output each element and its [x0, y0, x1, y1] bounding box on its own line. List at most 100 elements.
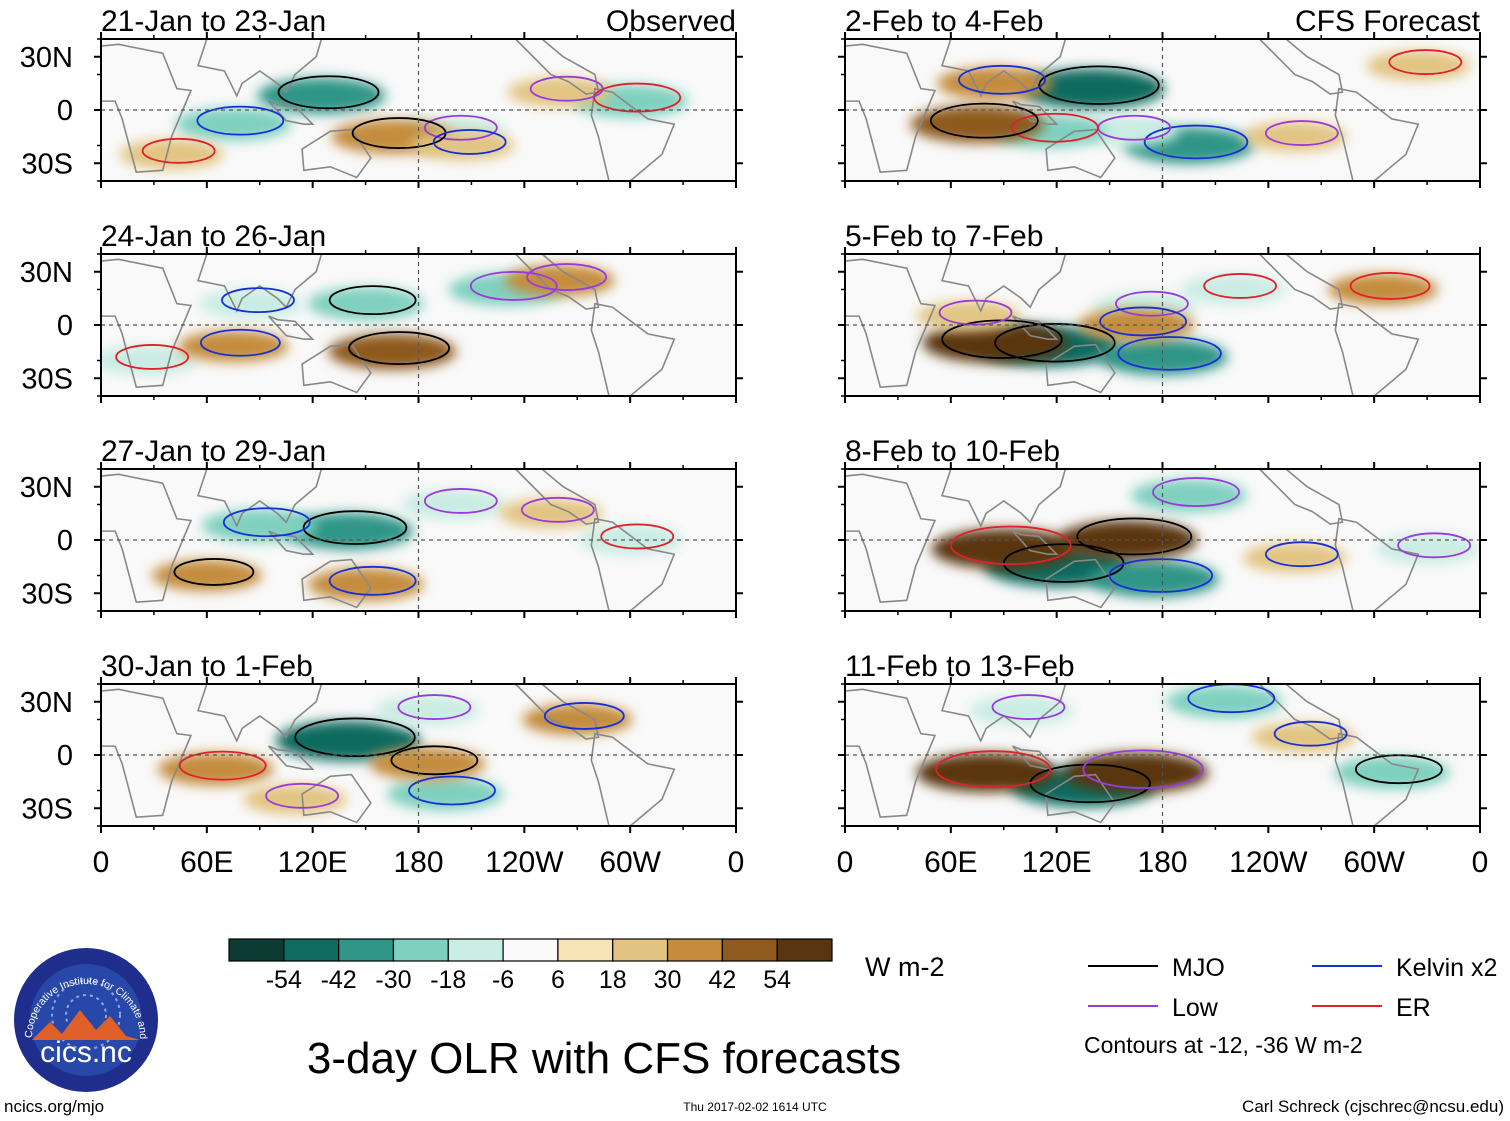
- filtered-wave-contour: [178, 750, 267, 781]
- y-tick-label: 30N: [20, 687, 73, 719]
- olr-panel: 0 60E 120E 180 120W 60W 0 30N 0 30S 30-Jan to 1-Fe…: [20, 650, 745, 879]
- australia-coastline: [301, 558, 372, 609]
- panel-grid: 30N 0 30S 21-Jan to 23-Jan Observed 30N 0 30S 2-…: [20, 5, 1489, 879]
- filtered-wave-contour: [520, 496, 595, 523]
- filtered-wave-contour: [348, 331, 450, 365]
- y-tick-label: 30N: [20, 257, 73, 289]
- filtered-wave-contour: [1076, 517, 1193, 556]
- colorbar-swatch: [666, 938, 723, 962]
- y-tick-label: 30N: [20, 42, 73, 74]
- north-america-coastline: [514, 39, 600, 95]
- panel-title: 30-Jan to 1-Feb: [101, 650, 313, 683]
- colorbar-swatch: [721, 938, 778, 962]
- colorbar-label: -6: [492, 966, 514, 994]
- indonesia-coastline: [1011, 745, 1059, 770]
- filtered-wave-contour: [543, 702, 625, 730]
- filtered-wave-contour: [469, 271, 558, 301]
- filtered-wave-contour: [1099, 306, 1187, 337]
- colorbar-label: -30: [375, 966, 411, 994]
- legend-label: MJO: [1172, 954, 1225, 982]
- south-america-coastline: [590, 302, 676, 396]
- africa-coastline: [845, 43, 937, 173]
- filtered-wave-contour: [1011, 112, 1099, 143]
- logo-mountains-icon: [32, 1010, 140, 1040]
- asia-coastline: [196, 469, 323, 528]
- asia-coastline: [940, 684, 1067, 743]
- south-america-coastline: [590, 87, 676, 181]
- filtered-wave-contour: [397, 694, 472, 720]
- y-tick-label: 30S: [21, 363, 73, 395]
- filtered-wave-contour: [526, 263, 608, 291]
- panel-title: 24-Jan to 26-Jan: [101, 220, 326, 253]
- filtered-wave-contour: [302, 510, 408, 545]
- x-tick-label: 120W: [1229, 846, 1308, 879]
- south-america-coastline: [1334, 732, 1420, 826]
- olr-panel: 30N 0 30S 27-Jan to 29-Jan: [20, 435, 743, 618]
- filtered-wave-contour: [929, 102, 1039, 139]
- legend-label: Kelvin x2: [1396, 954, 1497, 982]
- south-america-coastline: [590, 517, 676, 611]
- x-tick-label: 0: [837, 846, 854, 879]
- logo-swirl-inner: [65, 994, 107, 1036]
- colorbar-label: 30: [654, 966, 682, 994]
- africa-coastline: [101, 473, 193, 603]
- filtered-wave-contour: [1108, 558, 1214, 593]
- north-america-coastline: [1258, 254, 1344, 310]
- x-tick-label: 60W: [1343, 846, 1405, 879]
- footer-left: ncics.org/mjo: [4, 1097, 104, 1116]
- olr-panel: 30N 0 30S 21-Jan to 23-Jan Observed: [20, 5, 743, 188]
- y-tick-label: 30S: [21, 148, 73, 180]
- y-tick-label: 30S: [21, 793, 73, 825]
- indonesia-coastline: [1011, 315, 1059, 340]
- australia-coastline: [301, 128, 372, 179]
- colorbar-label: -54: [266, 966, 302, 994]
- x-tick-label: 120W: [485, 846, 564, 879]
- olr-anomaly-blob: [328, 333, 457, 370]
- filtered-wave-contour: [1397, 532, 1472, 559]
- olr-anomaly-blob: [1088, 560, 1219, 598]
- colorbar-label: -18: [430, 966, 466, 994]
- australia-coastline: [1045, 343, 1116, 394]
- x-tick-label: 120E: [278, 846, 348, 879]
- filtered-wave-contour: [529, 75, 604, 102]
- figure-title: 3-day OLR with CFS forecasts: [307, 1034, 901, 1083]
- filtered-wave-contour: [1117, 336, 1222, 371]
- x-tick-label: 120E: [1022, 846, 1092, 879]
- colorbar-swatch: [283, 938, 340, 962]
- africa-coastline: [101, 43, 193, 173]
- filtered-wave-contour: [994, 323, 1116, 363]
- filtered-wave-contour: [1264, 120, 1339, 146]
- filtered-wave-contour: [600, 523, 675, 550]
- panel-title: 8-Feb to 10-Feb: [845, 435, 1060, 468]
- africa-coastline: [101, 258, 193, 388]
- footer-right: Carl Schreck (cjschrec@ncsu.edu): [1242, 1097, 1504, 1116]
- panel-title: 2-Feb to 4-Feb: [845, 5, 1043, 38]
- coastline-group: [845, 684, 1420, 826]
- north-america-coastline: [514, 469, 600, 525]
- y-tick-label: 0: [57, 310, 73, 342]
- north-america-coastline: [1258, 469, 1344, 525]
- coastline-group: [845, 39, 1420, 181]
- legend-label: Low: [1172, 994, 1219, 1022]
- coastline-group: [101, 254, 676, 396]
- y-tick-label: 0: [57, 95, 73, 127]
- filtered-wave-contour: [1388, 49, 1463, 75]
- indonesia-coastline: [267, 745, 315, 770]
- filtered-wave-contour: [1152, 477, 1240, 507]
- colorbar-swatch: [392, 938, 449, 962]
- australia-coastline: [1045, 128, 1116, 179]
- panel-tag: CFS Forecast: [1295, 5, 1481, 38]
- indonesia-coastline: [1011, 100, 1059, 125]
- colorbar-swatch: [447, 938, 504, 962]
- y-tick-label: 0: [57, 740, 73, 772]
- panel-title: 21-Jan to 23-Jan: [101, 5, 326, 38]
- north-america-coastline: [1258, 39, 1344, 95]
- x-tick-label: 60E: [924, 846, 977, 879]
- filtered-wave-contour: [1003, 543, 1125, 583]
- olr-anomaly-blob: [916, 753, 1057, 793]
- filtered-wave-contour: [935, 750, 1052, 789]
- filtered-wave-contour: [1264, 541, 1339, 568]
- filtered-wave-contour: [294, 717, 416, 757]
- colorbar-label: 42: [708, 966, 736, 994]
